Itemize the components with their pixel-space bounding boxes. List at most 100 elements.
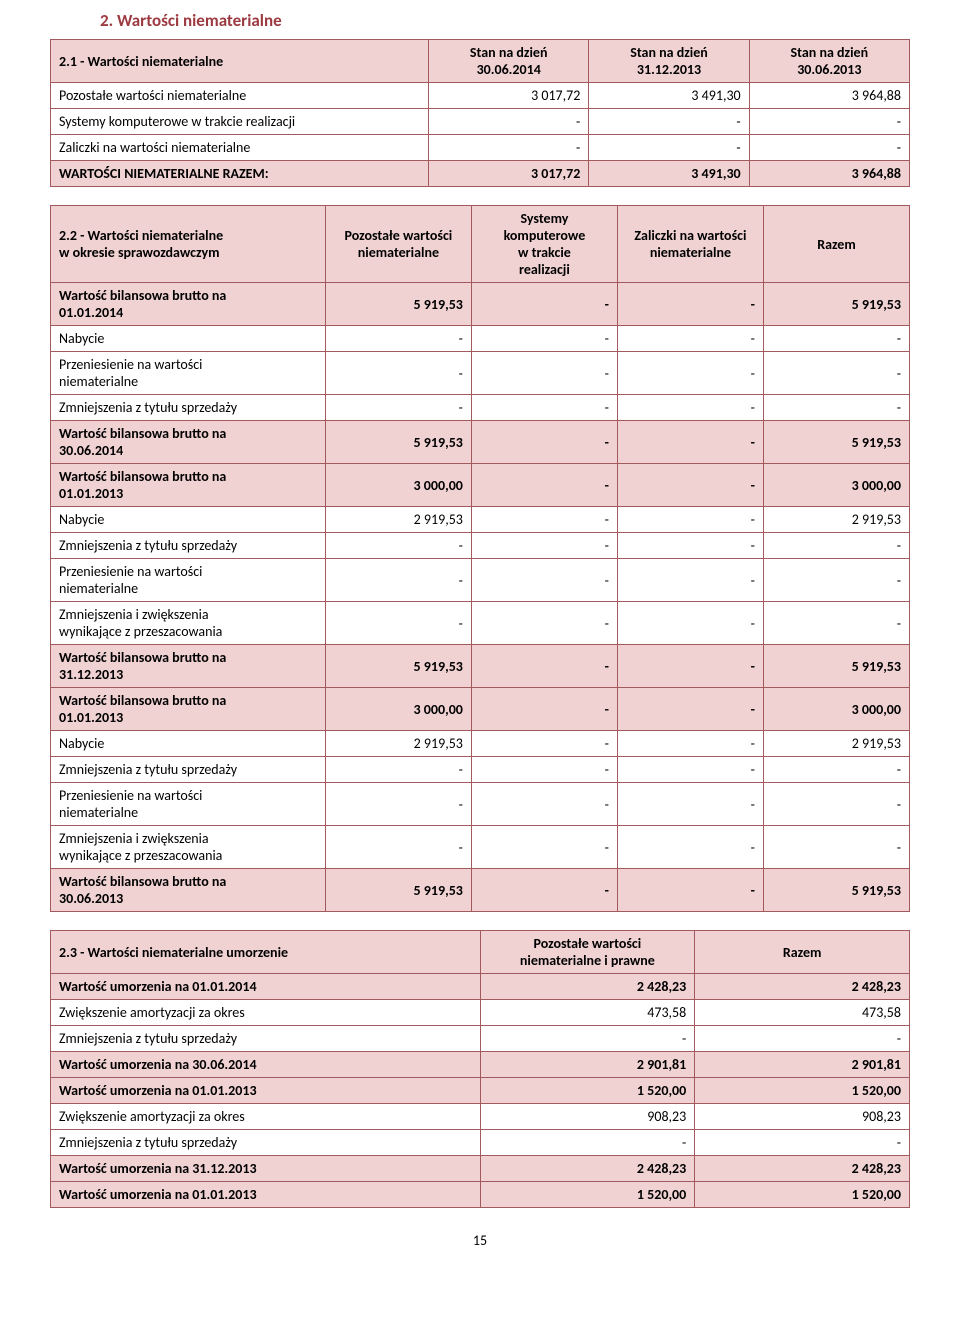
table-row: Przeniesienie na wartościniematerialne--… [51, 352, 910, 395]
cell: 2 901,81 [695, 1052, 910, 1078]
header-col: Pozostałe wartości niematerialne i prawn… [480, 931, 695, 974]
cell: 1 520,00 [480, 1078, 695, 1104]
header-col: Stan na dzień 30.06.2014 [429, 40, 589, 83]
header-label: 2.1 - Wartości niematerialne [51, 40, 429, 83]
table-row: Wartość bilansowa brutto na31.12.20135 9… [51, 645, 910, 688]
cell: - [325, 757, 471, 783]
table-row: Systemy komputerowe w trakcie realizacji… [51, 109, 910, 135]
table-row: Wartość bilansowa brutto na01.01.2013 3 0… [51, 464, 910, 507]
cell: 2 428,23 [695, 974, 910, 1000]
cell: 473,58 [480, 1000, 695, 1026]
cell: 3 491,30 [589, 83, 749, 109]
cell: - [617, 731, 763, 757]
cell: - [763, 559, 909, 602]
cell: - [763, 533, 909, 559]
text: Systemy [520, 210, 568, 227]
cell: 5 919,53 [325, 283, 471, 326]
table-row: Nabycie2 919,53--2 919,53 [51, 731, 910, 757]
cell: - [617, 464, 763, 507]
cell: - [325, 559, 471, 602]
table-row: Zmniejszenia i zwiększeniawynikające z p… [51, 826, 910, 869]
cell: - [617, 757, 763, 783]
cell: 5 919,53 [325, 645, 471, 688]
cell: Wartość bilansowa brutto na01.01.2013 [51, 464, 326, 507]
cell: 1 520,00 [695, 1078, 910, 1104]
cell: - [617, 326, 763, 352]
cell: - [480, 1130, 695, 1156]
cell: 473,58 [695, 1000, 910, 1026]
table-2-3: 2.3 - Wartości niematerialne umorzenie P… [50, 930, 910, 1208]
cell: - [471, 352, 617, 395]
page: 2. Wartości niematerialne 2.1 - Wartości… [0, 0, 960, 1269]
cell: WARTOŚCI NIEMATERIALNE RAZEM: [51, 161, 429, 187]
header-col: Pozostałe wartości niematerialne [325, 206, 471, 283]
header-label: 2.2 - Wartości niematerialne w okresie s… [51, 206, 326, 283]
text: 31.12.2013 [637, 61, 701, 78]
table-row: Zaliczki na wartości niematerialne - - - [51, 135, 910, 161]
cell: Nabycie [51, 507, 326, 533]
cell: Wartość umorzenia na 31.12.2013 [51, 1156, 481, 1182]
cell: 2 428,23 [480, 1156, 695, 1182]
cell: Pozostałe wartości niematerialne [51, 83, 429, 109]
table-row: Wartość bilansowa brutto na01.01.20133 0… [51, 688, 910, 731]
cell: 3 017,72 [429, 83, 589, 109]
cell: - [617, 645, 763, 688]
cell: Wartość umorzenia na 30.06.2014 [51, 1052, 481, 1078]
cell: Wartość umorzenia na 01.01.2013 [51, 1078, 481, 1104]
cell: - [471, 731, 617, 757]
cell: - [617, 533, 763, 559]
table-row: Wartość bilansowa brutto na01.01.20145 9… [51, 283, 910, 326]
cell: - [617, 559, 763, 602]
cell: Wartość bilansowa brutto na30.06.2014 [51, 421, 326, 464]
header-col: Stan na dzień 31.12.2013 [589, 40, 749, 83]
text: niematerialne i prawne [520, 952, 655, 969]
cell: 3 000,00 [763, 464, 909, 507]
section-title: 2. Wartości niematerialne [50, 6, 910, 39]
cell: - [617, 421, 763, 464]
table-row: Wartość umorzenia na 30.06.20142 901,812… [51, 1052, 910, 1078]
cell: - [471, 602, 617, 645]
table-row: Zmniejszenia z tytułu sprzedaży---- [51, 533, 910, 559]
cell: Zmniejszenia z tytułu sprzedaży [51, 395, 326, 421]
table-row: Przeniesienie na wartościniematerialne--… [51, 559, 910, 602]
table-row: Przeniesienie na wartościniematerialne--… [51, 783, 910, 826]
cell: Systemy komputerowe w trakcie realizacji [51, 109, 429, 135]
cell: Zmniejszenia z tytułu sprzedaży [51, 757, 326, 783]
cell: 5 919,53 [325, 869, 471, 912]
cell: - [763, 757, 909, 783]
table-row: Wartość umorzenia na 01.01.20131 520,001… [51, 1078, 910, 1104]
table-row: 2.1 - Wartości niematerialne Stan na dzi… [51, 40, 910, 83]
cell: Nabycie [51, 731, 326, 757]
header-col: Systemy komputerowe w trakcie realizacji [471, 206, 617, 283]
cell: - [325, 326, 471, 352]
cell: 2 428,23 [480, 974, 695, 1000]
cell: - [471, 688, 617, 731]
text: Pozostałe wartości [345, 227, 453, 244]
cell: - [617, 783, 763, 826]
text: Stan na dzień [630, 44, 708, 61]
cell: 5 919,53 [763, 869, 909, 912]
cell: - [471, 464, 617, 507]
table-row: Wartość umorzenia na 01.01.20131 520,001… [51, 1182, 910, 1208]
table-row: Zmniejszenia z tytułu sprzedaży---- [51, 757, 910, 783]
cell: Wartość bilansowa brutto na01.01.2013 [51, 688, 326, 731]
cell: Wartość umorzenia na 01.01.2014 [51, 974, 481, 1000]
cell: - [471, 283, 617, 326]
cell: - [471, 757, 617, 783]
cell: Wartość umorzenia na 01.01.2013 [51, 1182, 481, 1208]
cell: 2 919,53 [325, 731, 471, 757]
cell: - [471, 507, 617, 533]
cell: 2 919,53 [763, 507, 909, 533]
cell: - [325, 533, 471, 559]
cell: 5 919,53 [763, 283, 909, 326]
cell: - [471, 395, 617, 421]
text: realizacji [519, 261, 570, 278]
cell: - [589, 135, 749, 161]
cell: 3 000,00 [763, 688, 909, 731]
cell: 2 919,53 [325, 507, 471, 533]
cell: - [471, 421, 617, 464]
cell: 5 919,53 [325, 421, 471, 464]
text: niematerialne [358, 244, 439, 261]
table-row: Wartość bilansowa brutto na30.06.20135 9… [51, 869, 910, 912]
cell: 3 000,00 [325, 688, 471, 731]
